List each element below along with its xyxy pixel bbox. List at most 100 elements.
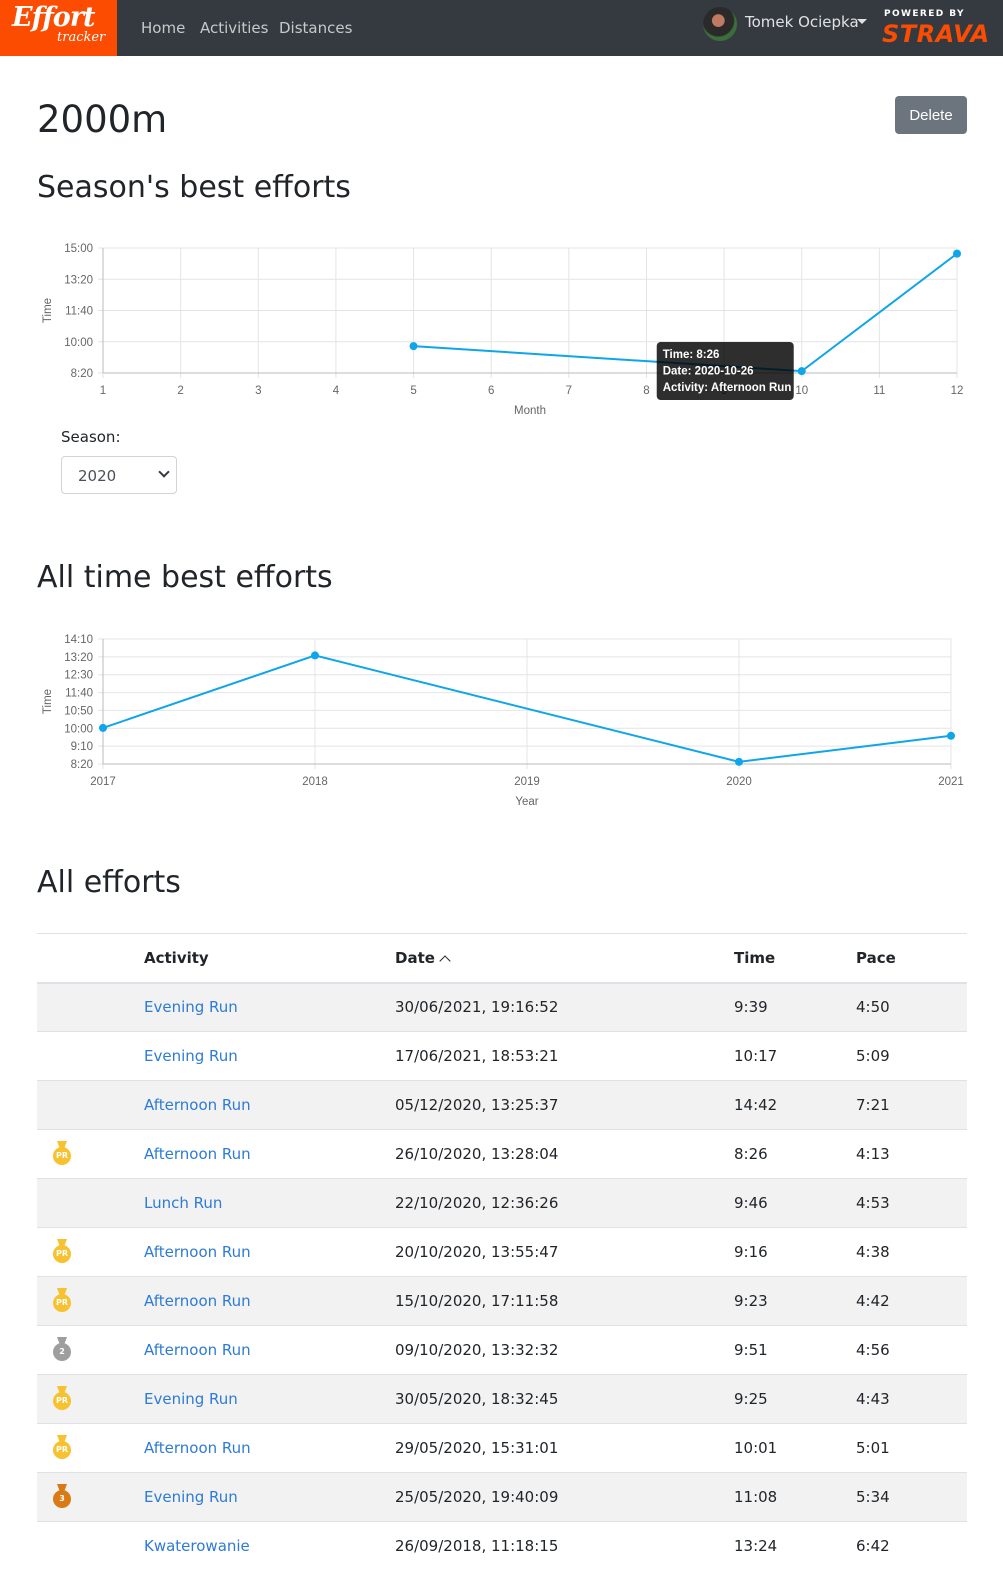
tooltip-box [656, 342, 794, 400]
table-row: 3 Evening Run 25/05/2020, 19:40:09 11:08 5:3… [37, 1472, 967, 1522]
table-header-row: Activity Date Time Pace [37, 933, 967, 984]
pr-medal-icon: PR [52, 1386, 72, 1412]
data-point[interactable] [311, 651, 319, 660]
medal-cell [37, 1080, 144, 1130]
activity-link[interactable]: Evening Run [144, 1488, 238, 1506]
data-point[interactable] [947, 731, 955, 740]
pace-cell: 5:01 [856, 1423, 967, 1473]
medal-label: PR [53, 1392, 71, 1410]
col-pace[interactable]: Pace [856, 933, 967, 984]
efforts-table: Activity Date Time Pace Evening Run 30/06… [37, 933, 967, 1571]
x-axis-title: Month [514, 405, 546, 417]
pace-cell: 7:21 [856, 1080, 967, 1130]
medal-label: PR [53, 1294, 71, 1312]
time-cell: 11:08 [734, 1472, 856, 1522]
col-activity[interactable]: Activity [144, 933, 395, 984]
x-tick-label: 7 [566, 385, 572, 397]
y-tick-label: 11:40 [65, 688, 93, 700]
activity-cell: Afternoon Run [144, 1325, 395, 1375]
brand-logo[interactable]: Effort tracker [0, 0, 117, 56]
chart-tooltip: Time: 8:26 Date: 2020-10-26 Activity: Afte… [656, 342, 794, 400]
activity-cell: Afternoon Run [144, 1129, 395, 1179]
third-place-medal-icon: 3 [52, 1484, 72, 1510]
activity-link[interactable]: Afternoon Run [144, 1292, 251, 1310]
pace-cell: 5:34 [856, 1472, 967, 1522]
activity-link[interactable]: Evening Run [144, 998, 238, 1017]
medal-cell [37, 1031, 144, 1081]
activity-link[interactable]: Lunch Run [144, 1194, 223, 1212]
table-row: Evening Run 30/06/2021, 19:16:52 9:39 4:50 [37, 982, 967, 1032]
nav-home[interactable]: Home [141, 19, 186, 37]
delete-button[interactable]: Delete [895, 96, 967, 134]
medal-label: 3 [53, 1490, 71, 1508]
y-axis-title: Time [42, 298, 54, 323]
activity-link[interactable]: Evening Run [144, 1047, 238, 1065]
time-cell: 9:16 [734, 1227, 856, 1277]
chevron-down-icon[interactable] [857, 19, 867, 24]
activity-link[interactable]: Afternoon Run [144, 1341, 251, 1359]
time-cell: 8:26 [734, 1129, 856, 1179]
activity-link[interactable]: Afternoon Run [144, 1145, 251, 1163]
col-time[interactable]: Time [734, 933, 856, 984]
col-date[interactable]: Date [395, 933, 734, 984]
data-point[interactable] [735, 757, 743, 766]
activity-link[interactable]: Afternoon Run [144, 1439, 251, 1457]
sort-ascending-icon [439, 955, 451, 967]
x-tick-label: 3 [255, 385, 261, 397]
medal-cell: 2 [37, 1325, 144, 1375]
data-point[interactable] [953, 249, 961, 258]
pace-cell: 4:13 [856, 1129, 967, 1179]
medal-label: PR [53, 1147, 71, 1165]
medal-cell: PR [37, 1227, 144, 1277]
pace-cell: 4:56 [856, 1325, 967, 1375]
data-point[interactable] [409, 342, 418, 351]
season-select[interactable]: 2020 [61, 456, 177, 494]
date-cell: 22/10/2020, 12:36:26 [395, 1178, 734, 1228]
activity-link[interactable]: Afternoon Run [144, 1243, 251, 1261]
brand-title: Effort [12, 2, 96, 33]
x-tick-label: 11 [873, 385, 885, 397]
y-tick-label: 14:10 [64, 634, 93, 646]
activity-link[interactable]: Afternoon Run [144, 1096, 251, 1114]
activity-cell: Afternoon Run [144, 1227, 395, 1277]
time-cell: 9:39 [734, 982, 856, 1032]
chevron-down-icon [158, 466, 170, 478]
date-cell: 29/05/2020, 15:31:01 [395, 1423, 734, 1473]
pace-cell: 4:43 [856, 1374, 967, 1424]
col-date-label: Date [395, 948, 435, 967]
activity-link[interactable]: Evening Run [144, 1390, 238, 1408]
y-tick-label: 13:20 [64, 274, 93, 286]
table-row: Afternoon Run 05/12/2020, 13:25:37 14:42 7:… [37, 1080, 967, 1130]
y-tick-label: 11:40 [65, 306, 93, 318]
medal-cell [37, 982, 144, 1032]
pace-cell: 4:42 [856, 1276, 967, 1326]
avatar[interactable] [703, 7, 737, 41]
date-cell: 25/05/2020, 19:40:09 [395, 1472, 734, 1522]
y-tick-label: 9:10 [71, 741, 93, 753]
y-tick-label: 15:00 [64, 243, 93, 255]
x-tick-label: 2017 [90, 776, 116, 788]
activity-link[interactable]: Kwaterowanie [144, 1537, 250, 1556]
date-cell: 26/10/2020, 13:28:04 [395, 1129, 734, 1179]
activity-cell: Afternoon Run [144, 1080, 395, 1130]
tooltip-line: Date: 2020-10-26 [663, 366, 754, 378]
brand-subtitle: tracker [57, 30, 106, 45]
x-tick-label: 10 [795, 385, 808, 397]
user-menu[interactable]: Tomek Ociepka [745, 13, 859, 31]
activity-cell: Lunch Run [144, 1178, 395, 1228]
nav-activities[interactable]: Activities [200, 19, 269, 37]
date-cell: 30/05/2020, 18:32:45 [395, 1374, 734, 1424]
x-tick-label: 5 [410, 385, 416, 397]
table-row: Kwaterowanie 26/09/2018, 11:18:15 13:24 6:4… [37, 1521, 967, 1571]
medal-cell: PR [37, 1374, 144, 1424]
medal-cell: PR [37, 1129, 144, 1179]
activity-cell: Evening Run [144, 1472, 395, 1522]
data-point[interactable] [99, 723, 107, 732]
pace-cell: 4:38 [856, 1227, 967, 1277]
y-tick-label: 8:20 [71, 759, 93, 771]
x-tick-label: 2021 [938, 776, 964, 788]
time-cell: 14:42 [734, 1080, 856, 1130]
time-cell: 9:23 [734, 1276, 856, 1326]
nav-distances[interactable]: Distances [279, 19, 353, 37]
data-point[interactable] [797, 367, 806, 376]
